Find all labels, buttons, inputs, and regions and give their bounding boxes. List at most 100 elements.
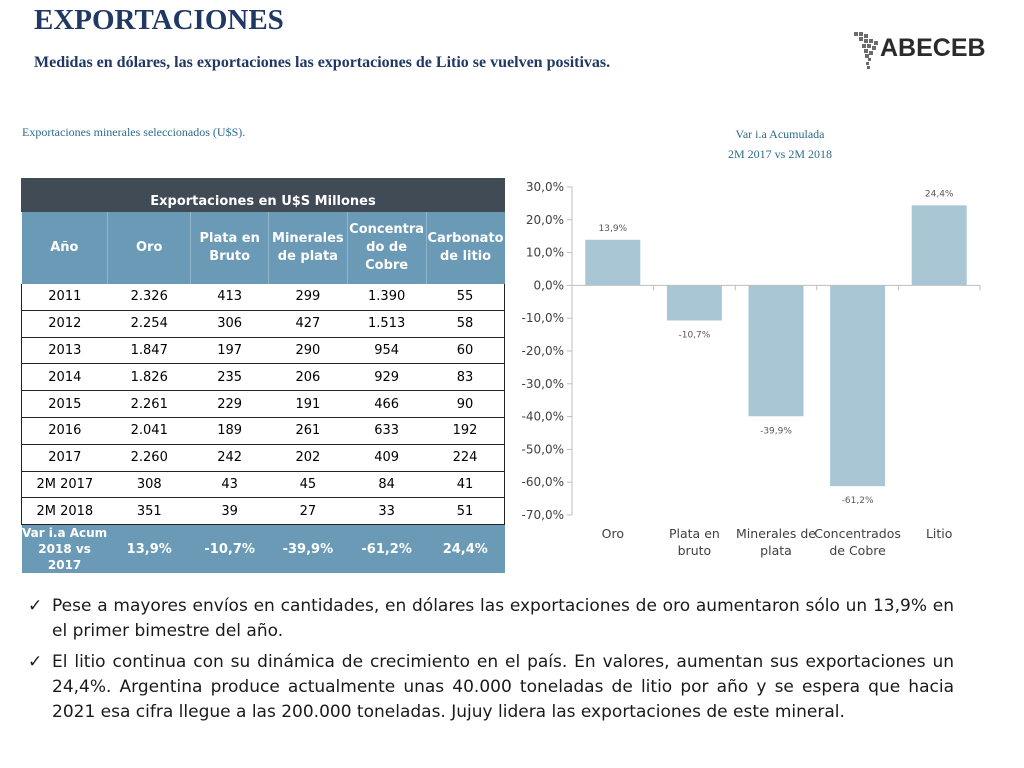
table-body: 2011 2.326 413 299 1.390 55 2012 2.254 306 427 1.5… [20, 284, 506, 526]
table-row: 2016 2.041 189 261 633 192 [20, 417, 506, 445]
table-row: 2011 2.326 413 299 1.390 55 [20, 284, 506, 311]
bar [830, 285, 886, 487]
x-category-label: de Cobre [829, 543, 886, 558]
table-cell: 90 [426, 390, 506, 418]
exports-table: Exportaciones en U$S Millones Año Oro Pl… [20, 178, 506, 574]
footer-label: Var i.a Acum 2018 vs 2017 [21, 524, 108, 574]
table-cell: 189 [190, 417, 269, 445]
table-cell: 351 [107, 497, 191, 526]
table-row-label: 2011 [20, 284, 108, 311]
table-cell: 1.847 [107, 337, 191, 365]
logo-map-icon [854, 32, 878, 69]
table-cell: 33 [347, 497, 427, 526]
bar [666, 285, 722, 321]
col-header-ano: Año [21, 211, 109, 284]
bar-value-label: 24,4% [925, 189, 954, 199]
table-row-label: 2014 [20, 363, 108, 392]
table-cell: 206 [268, 363, 348, 392]
footer-value-minerales-plata: -39,9% [268, 524, 348, 574]
header-line: Minerales [272, 231, 344, 246]
x-category-label: bruto [678, 543, 712, 558]
table-row: 2017 2.260 242 202 409 224 [20, 444, 506, 472]
table-footer-row: Var i.a Acum 2018 vs 2017 13,9% -10,7% -3… [21, 524, 505, 574]
col-header-oro: Oro [107, 211, 192, 284]
col-header-minerales-plata: Minerales de plata [268, 211, 348, 284]
bullet-item: ✓ El litio continua con su dinámica de c… [28, 650, 954, 725]
y-tick-label: -10,0% [522, 311, 564, 325]
bullet-item: ✓ Pese a mayores envíos en cantidades, e… [28, 594, 954, 644]
check-icon: ✓ [28, 652, 43, 672]
table-cell: 308 [107, 471, 191, 499]
header-line: de litio [439, 249, 492, 264]
y-tick-label: 0,0% [534, 278, 565, 292]
table-caption: Exportaciones minerales seleccionados (U… [22, 125, 246, 139]
table-row-label: 2017 [20, 444, 108, 472]
x-category-label: Litio [926, 526, 952, 541]
table-cell: 192 [426, 417, 506, 445]
table-cell: 306 [190, 310, 269, 338]
table-row: 2013 1.847 197 290 954 60 [20, 337, 506, 365]
y-tick-label: 10,0% [526, 246, 564, 260]
table-cell: 1.513 [347, 310, 427, 338]
table-column-headers: Año Oro Plata en Bruto Minerales de plata … [21, 211, 505, 284]
table-cell: 2.326 [107, 284, 191, 311]
bar [748, 285, 804, 417]
table-cell: 466 [347, 390, 427, 418]
header-line: Oro [136, 240, 163, 255]
table-cell: 261 [268, 417, 348, 445]
table-row: 2014 1.826 235 206 929 83 [20, 363, 506, 392]
table-row: 2015 2.261 229 191 466 90 [20, 390, 506, 418]
page-title: EXPORTACIONES [34, 4, 284, 36]
header-line: Carbonato [427, 231, 504, 246]
x-category-label: Oro [602, 526, 624, 541]
footer-value-concentrado-cobre: -61,2% [347, 524, 427, 574]
y-tick-label: -20,0% [522, 344, 564, 358]
y-tick-label: 30,0% [526, 180, 564, 194]
footer-value-plata-bruto: -10,7% [190, 524, 269, 574]
table-cell: 191 [268, 390, 348, 418]
col-header-carbonato-litio: Carbonato de litio [426, 211, 505, 284]
table-cell: 427 [268, 310, 348, 338]
table-cell: 633 [347, 417, 427, 445]
header-line: Plata en [199, 231, 260, 246]
table-cell: 409 [347, 444, 427, 472]
table-cell: 45 [268, 471, 348, 499]
table-cell: 84 [347, 471, 427, 499]
table-cell: 290 [268, 337, 348, 365]
table-cell: 58 [426, 310, 506, 338]
abeceb-logo: ABECEB [852, 30, 992, 74]
table-cell: 1.826 [107, 363, 191, 392]
header-line: Var i.a Acum [21, 526, 108, 541]
table-cell: 929 [347, 363, 427, 392]
bullet-list: ✓ Pese a mayores envíos en cantidades, e… [28, 594, 954, 731]
table-top-header: Exportaciones en U$S Millones [21, 178, 505, 212]
table-cell: 197 [190, 337, 269, 365]
header-line: de plata [277, 249, 338, 264]
y-tick-label: 20,0% [526, 213, 564, 227]
table-cell: 1.390 [347, 284, 427, 311]
table-cell: 39 [190, 497, 269, 526]
header-line: Bruto [209, 249, 251, 264]
table-cell: 2.041 [107, 417, 191, 445]
bar [911, 205, 967, 286]
table-cell: 224 [426, 444, 506, 472]
header-line: Año [50, 240, 79, 255]
table-cell: 2.260 [107, 444, 191, 472]
x-category-label: Concentrados [814, 526, 901, 541]
table-cell: 83 [426, 363, 506, 392]
table-row: 2M 2018 351 39 27 33 51 [20, 497, 506, 526]
bar [585, 239, 641, 286]
table-cell: 2.261 [107, 390, 191, 418]
table-cell: 51 [426, 497, 506, 526]
footer-value-oro: 13,9% [107, 524, 191, 574]
table-cell: 954 [347, 337, 427, 365]
bar-value-label: -39,9% [760, 426, 792, 436]
table-row-label: 2M 2018 [20, 497, 108, 526]
footer-value-carbonato-litio: 24,4% [426, 524, 505, 574]
x-category-label: Minerales de [736, 526, 816, 541]
y-tick-label: -60,0% [522, 475, 564, 489]
table-row: 2012 2.254 306 427 1.513 58 [20, 310, 506, 338]
table-row-label: 2013 [20, 337, 108, 365]
header-line: Concentra [349, 222, 425, 237]
x-category-label: Plata en [669, 526, 720, 541]
